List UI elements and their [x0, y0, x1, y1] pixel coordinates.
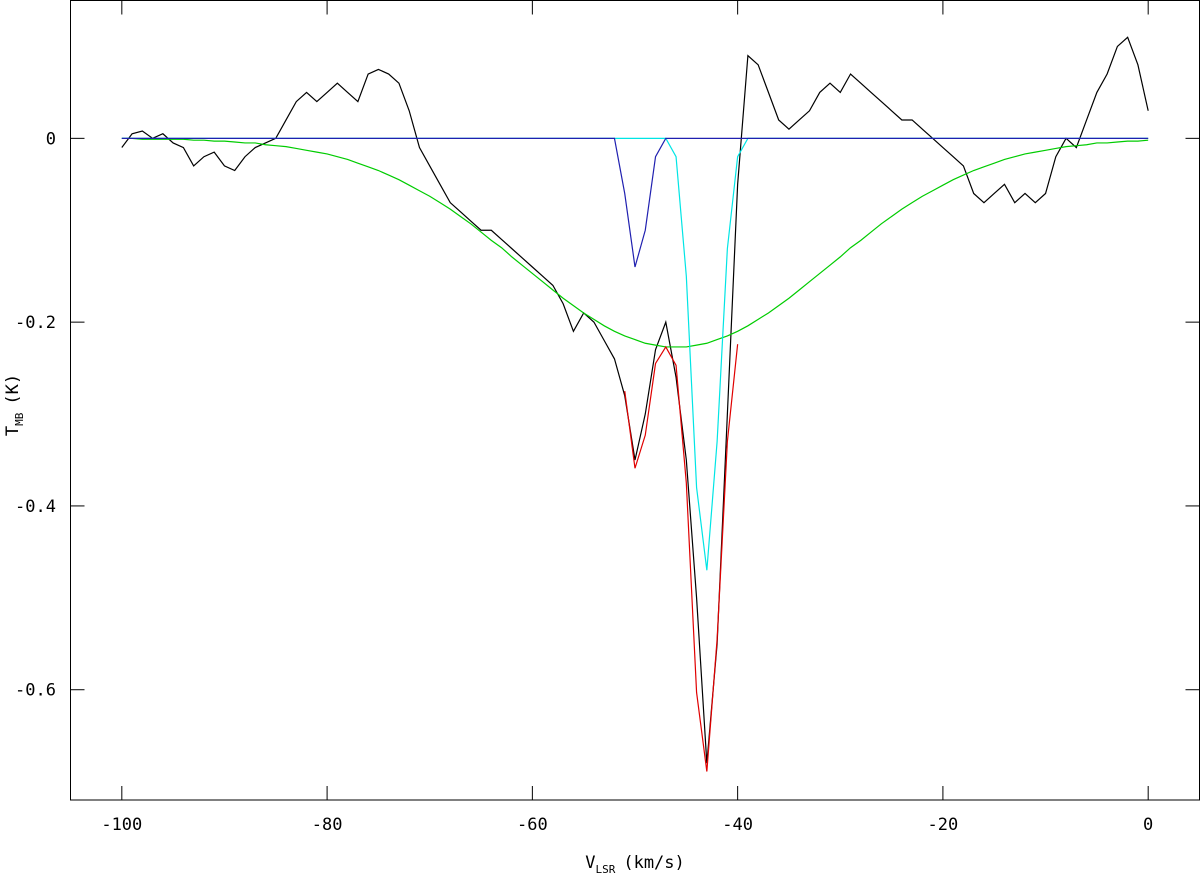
y-label-rest: (K): [3, 374, 23, 405]
y-tick-label: -0.2: [15, 313, 56, 333]
series-line: [121, 137, 1149, 268]
y-axis-label: TMB (K): [3, 374, 26, 436]
x-tick-label: -100: [101, 815, 142, 835]
series-line: [624, 344, 739, 772]
series-line: [121, 36, 1149, 764]
x-tick-label: -40: [722, 815, 753, 835]
x-label-rest: (km/s): [623, 853, 684, 873]
y-tick-label: -0.6: [15, 681, 56, 701]
series-line: [121, 137, 1149, 348]
x-tick-label: -20: [928, 815, 959, 835]
y-label-main: T: [3, 426, 23, 436]
y-label-sub: MB: [13, 412, 26, 426]
x-tick-label: -80: [312, 815, 343, 835]
x-label-sub: LSR: [595, 863, 615, 876]
series-line: [121, 137, 1149, 571]
x-tick-label: 0: [1143, 815, 1153, 835]
x-tick-label: -60: [517, 815, 548, 835]
y-tick-label: -0.4: [15, 497, 56, 517]
x-label-main: V: [585, 853, 595, 873]
plot-frame: [70, 0, 1200, 801]
y-tick-label: 0: [46, 129, 56, 149]
x-axis-label: VLSR (km/s): [585, 853, 685, 876]
